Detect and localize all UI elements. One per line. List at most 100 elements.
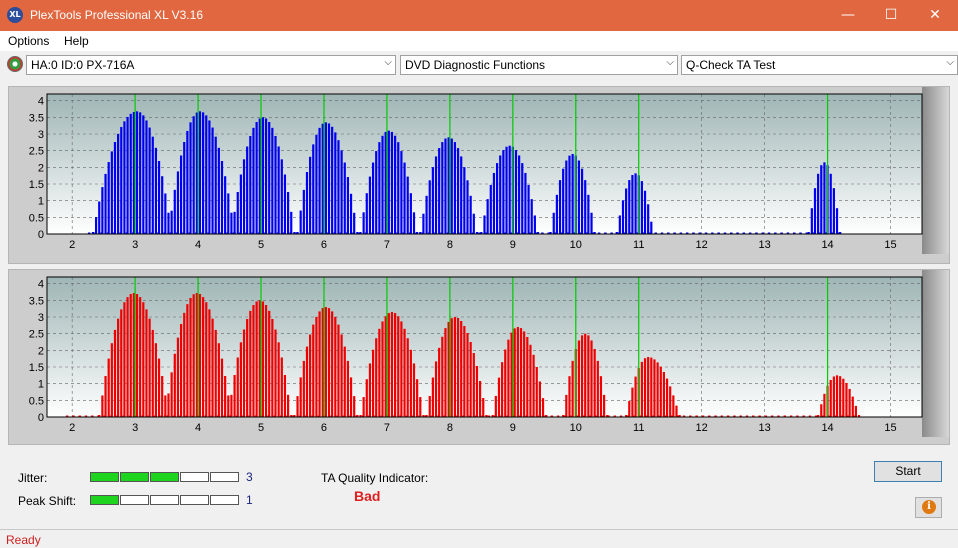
test-select-value: Q-Check TA Test <box>686 58 776 72</box>
baseline-bar <box>792 232 796 234</box>
bar-peak-6 <box>447 137 450 234</box>
bar-peak-5 <box>397 142 400 234</box>
maximize-button[interactable]: ☐ <box>884 7 898 23</box>
bar-peak-9 <box>675 405 678 417</box>
bar-peak-8 <box>587 194 590 234</box>
bar-peak-9 <box>631 175 634 234</box>
baseline-bar <box>629 232 632 234</box>
close-button[interactable]: ✕ <box>929 7 941 23</box>
bar-peak-6 <box>456 318 460 417</box>
bar-peak-2 <box>170 210 173 234</box>
bar-peak-3 <box>293 232 296 234</box>
baseline-bar <box>497 232 500 234</box>
bar-peak-9 <box>650 357 653 417</box>
bar-peak-9 <box>643 358 647 417</box>
baseline-bar <box>780 232 783 234</box>
bar-peak-1 <box>107 162 110 234</box>
bar-peak-3 <box>249 310 252 417</box>
bar-peak-2 <box>224 176 227 234</box>
bar-peak-3 <box>258 118 261 234</box>
peak-shift-label: Peak Shift: <box>18 494 77 508</box>
bar-peak-3 <box>258 300 261 417</box>
bar-peak-2 <box>173 353 176 417</box>
bar-peak-7 <box>507 339 510 417</box>
bar-peak-6 <box>463 167 466 234</box>
bar-peak-4 <box>337 140 340 234</box>
bar-peak-5 <box>378 328 381 417</box>
bar-peak-8 <box>584 333 587 417</box>
bar-peak-3 <box>249 136 252 234</box>
bar-peak-1 <box>104 376 107 417</box>
bar-peak-6 <box>434 156 438 234</box>
bar-peak-2 <box>186 304 189 417</box>
info-button[interactable]: i <box>915 497 942 518</box>
y-tick-label: 2 <box>38 345 44 357</box>
menu-options[interactable]: Options <box>8 34 50 48</box>
baseline-bar <box>72 415 75 417</box>
menu-help[interactable]: Help <box>64 34 89 48</box>
baseline-bar <box>748 232 752 234</box>
baseline-bar <box>490 232 494 234</box>
bar-peak-2 <box>195 293 198 417</box>
bar-peak-10 <box>820 165 823 234</box>
function-select[interactable]: DVD Diagnostic Functions ⌵ <box>400 55 678 75</box>
baseline-bar <box>604 232 607 234</box>
bar-peak-2 <box>202 297 205 417</box>
x-tick-label: 2 <box>69 422 75 434</box>
bar-peak-4 <box>309 334 312 417</box>
baseline-bar <box>597 232 601 234</box>
baseline-bar <box>594 415 598 417</box>
bar-peak-2 <box>202 112 205 234</box>
baseline-bar <box>613 415 617 417</box>
bar-peak-5 <box>409 193 412 234</box>
bar-peak-5 <box>362 397 365 417</box>
lower-chart: 2 3 4 5 6 7 8 9 10 11 12 13 14 15 0 0.5 1 1.5 2 2.5 3 3.5 4 <box>29 270 949 437</box>
minimize-button[interactable]: — <box>841 7 855 23</box>
baseline-bar <box>742 232 746 234</box>
bar-peak-2 <box>214 136 217 234</box>
baseline-bar <box>717 232 720 234</box>
bar-peak-6 <box>419 232 422 234</box>
chevron-down-icon: ⌵ <box>384 57 392 68</box>
jitter-meter-segment <box>180 472 209 482</box>
bar-peak-2 <box>230 212 233 234</box>
bar-peak-6 <box>472 213 475 234</box>
baseline-bar <box>689 415 692 417</box>
baseline-bar <box>736 232 739 234</box>
bar-peak-10 <box>810 208 813 234</box>
baseline-bar <box>487 415 491 417</box>
bar-peak-10 <box>832 376 835 417</box>
bar-peak-1 <box>142 302 145 417</box>
bar-peak-3 <box>290 415 293 417</box>
test-select[interactable]: Q-Check TA Test ⌵ <box>681 55 958 75</box>
bar-peak-7 <box>523 331 526 417</box>
bar-peak-10 <box>839 376 842 417</box>
baseline-bar <box>726 415 730 417</box>
start-button[interactable]: Start <box>874 461 942 482</box>
bar-peak-8 <box>606 415 609 417</box>
status-text: Ready <box>6 533 41 547</box>
bar-peak-8 <box>555 194 558 234</box>
y-tick-label: 3.5 <box>29 295 44 307</box>
bar-peak-5 <box>394 313 397 417</box>
y-tick-label: 3.5 <box>29 112 44 124</box>
bar-peak-5 <box>400 151 403 234</box>
bar-peak-1 <box>110 343 113 417</box>
bar-peak-2 <box>217 147 220 234</box>
bar-peak-6 <box>460 321 463 417</box>
bar-peak-8 <box>558 180 562 234</box>
drive-select[interactable]: HA:0 ID:0 PX-716A ⌵ <box>26 55 396 75</box>
bar-peak-4 <box>305 171 309 234</box>
baseline-bar <box>607 415 610 417</box>
bar-peak-5 <box>384 131 387 234</box>
bar-peak-7 <box>519 328 523 417</box>
bar-peak-2 <box>189 122 192 234</box>
bar-peak-6 <box>441 142 444 234</box>
bar-peak-6 <box>469 195 472 234</box>
baseline-bar <box>670 415 673 417</box>
baseline-bar <box>840 415 843 417</box>
bar-peak-4 <box>353 396 356 417</box>
bar-peak-4 <box>334 132 337 234</box>
y-tick-label: 4 <box>38 279 44 291</box>
bar-peak-1 <box>113 142 117 234</box>
